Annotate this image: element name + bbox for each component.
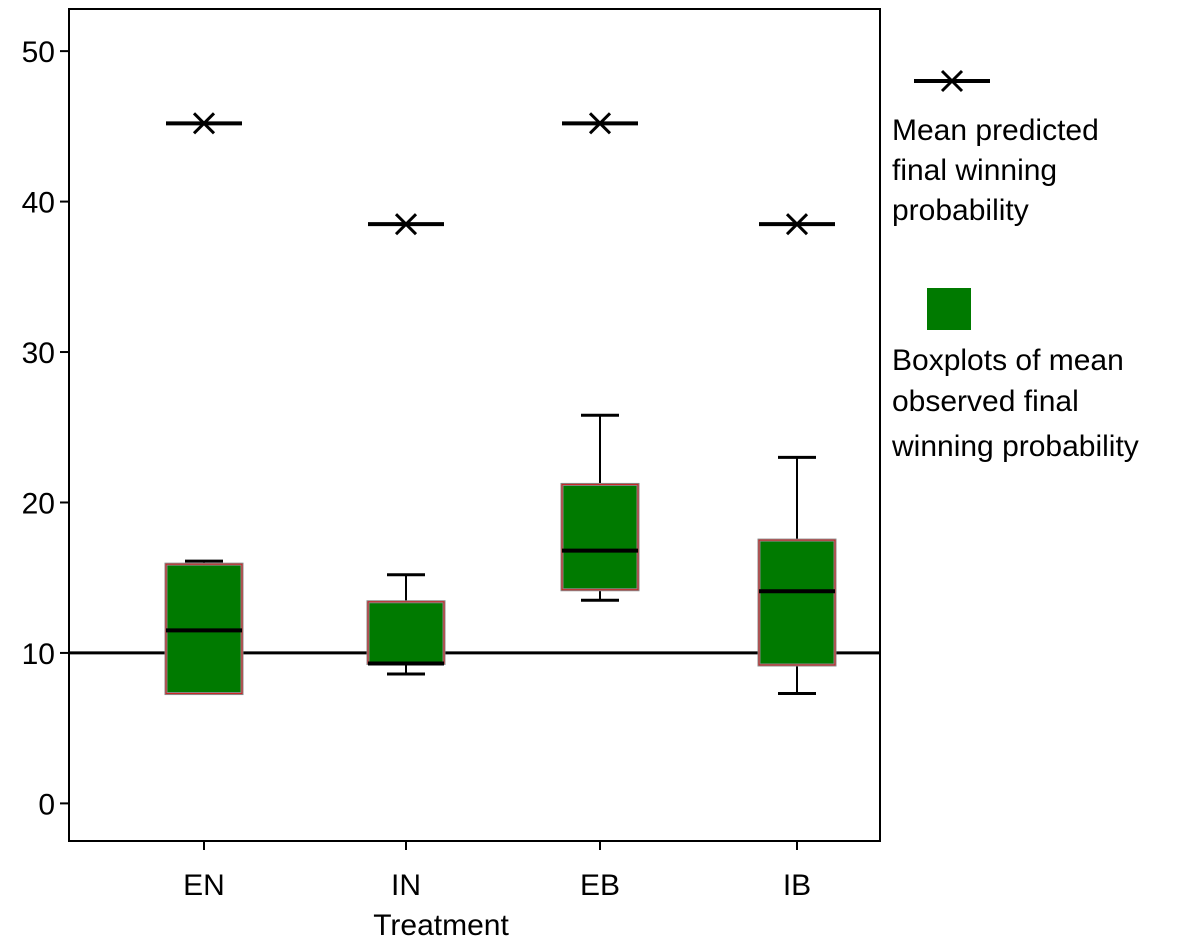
legend-label-box-line: winning probability <box>891 430 1139 463</box>
box-iqr <box>560 482 640 592</box>
box-en <box>164 559 244 696</box>
legend-label-mean-line: Mean predicted <box>892 114 1099 147</box>
legend-marker-mean <box>914 69 990 93</box>
plot-frame <box>68 8 881 842</box>
mean-marker-en <box>166 112 242 135</box>
box-iqr <box>366 600 446 665</box>
box-edge <box>561 483 639 591</box>
x-tick-label: EB <box>580 869 620 902</box>
mean-marker-eb <box>562 112 638 135</box>
y-axis: 0 10 20 30 40 50 <box>22 36 69 821</box>
legend-label-mean-line: final winning <box>892 154 1057 187</box>
x-axis-title: Treatment <box>373 909 509 942</box>
y-tick-label: 50 <box>22 36 55 69</box>
y-tick-label: 10 <box>22 638 55 671</box>
legend-label-box-line: Boxplots of mean <box>892 344 1124 377</box>
y-tick-label: 0 <box>38 788 55 821</box>
box-edge <box>758 539 836 666</box>
legend-label-box-line: observed final <box>892 385 1079 418</box>
legend: Mean predicted final winning probability Bo… <box>891 69 1139 463</box>
mean-predicted-series <box>166 112 835 236</box>
mean-marker-ib <box>759 213 835 236</box>
box-eb <box>560 413 640 602</box>
legend-label-mean-line: probability <box>892 194 1029 227</box>
x-tick-label: IB <box>783 869 811 902</box>
y-tick-label: 30 <box>22 337 55 370</box>
x-axis: EN IN EB IB <box>183 841 811 902</box>
y-tick-label: 20 <box>22 487 55 520</box>
legend-marker-box <box>927 288 971 330</box>
x-tick-label: EN <box>183 869 225 902</box>
mean-marker-in <box>368 213 444 236</box>
box-in <box>366 573 446 676</box>
y-tick-label: 40 <box>22 187 55 220</box>
box-iqr <box>757 538 837 667</box>
boxplot-series <box>164 413 837 696</box>
x-tick-label: IN <box>391 869 421 902</box>
box-ib <box>757 455 837 696</box>
